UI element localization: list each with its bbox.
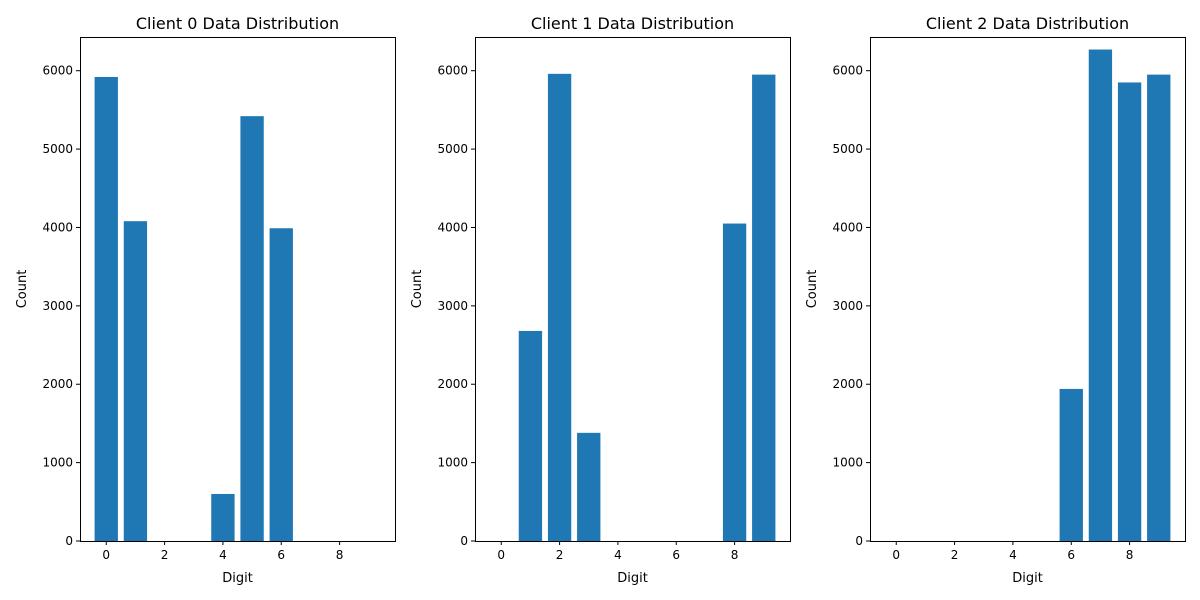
y-tick-label: 6000 xyxy=(832,64,863,78)
y-tick-label: 6000 xyxy=(437,64,468,78)
bar-digit-2 xyxy=(547,73,572,541)
y-tick-label: 4000 xyxy=(832,220,863,234)
y-tick-label: 0 xyxy=(855,534,863,548)
y-axis-label: Count xyxy=(410,270,425,309)
y-tick-label: 1000 xyxy=(832,456,863,470)
chart-title: Client 2 Data Distribution xyxy=(926,14,1129,33)
subplot-client-0: Client 0 Data Distribution Digit Count 0… xyxy=(15,14,396,586)
x-tick-label: 4 xyxy=(1009,548,1017,562)
x-axis-label: Digit xyxy=(222,571,253,586)
subplot-client-1: Client 1 Data Distribution Digit Count 0… xyxy=(410,14,791,586)
y-tick-label: 2000 xyxy=(437,377,468,391)
y-tick-label: 0 xyxy=(65,534,73,548)
x-tick-label: 0 xyxy=(102,548,110,562)
axes-frame xyxy=(80,37,396,542)
bar-digit-0 xyxy=(94,76,118,542)
x-tick-label: 8 xyxy=(1126,548,1134,562)
x-tick-label: 2 xyxy=(951,548,959,562)
y-tick-label: 2000 xyxy=(832,377,863,391)
bar-digit-8 xyxy=(1117,82,1142,541)
y-tick-label: 2000 xyxy=(42,377,73,391)
bar-digit-9 xyxy=(752,74,776,541)
x-axis-label: Digit xyxy=(617,571,648,586)
chart-title: Client 1 Data Distribution xyxy=(531,14,734,33)
x-tick-label: 8 xyxy=(336,548,344,562)
y-tick-label: 1000 xyxy=(437,456,468,470)
bar-digit-6 xyxy=(269,228,293,542)
y-tick-label: 1000 xyxy=(42,456,73,470)
axes-frame xyxy=(475,37,791,542)
y-tick-label: 5000 xyxy=(832,142,863,156)
y-axis-label: Count xyxy=(805,270,820,309)
x-tick-label: 6 xyxy=(277,548,285,562)
x-tick-label: 4 xyxy=(614,548,622,562)
y-tick-label: 3000 xyxy=(42,299,73,313)
bar-digit-5 xyxy=(240,116,264,541)
bar-digit-1 xyxy=(123,221,148,541)
bar-digit-6 xyxy=(1059,388,1083,541)
y-tick-label: 4000 xyxy=(437,220,468,234)
x-tick-label: 8 xyxy=(731,548,739,562)
x-tick-label: 2 xyxy=(556,548,564,562)
y-tick-label: 5000 xyxy=(42,142,73,156)
subplot-client-2: Client 2 Data Distribution Digit Count 0… xyxy=(805,14,1186,586)
y-tick-label: 5000 xyxy=(437,142,468,156)
y-tick-label: 0 xyxy=(460,534,468,548)
bar-digit-1 xyxy=(518,330,543,541)
x-tick-label: 0 xyxy=(892,548,900,562)
y-axis-label: Count xyxy=(15,270,30,309)
y-tick-label: 6000 xyxy=(42,64,73,78)
x-tick-label: 0 xyxy=(497,548,505,562)
bar-digit-9 xyxy=(1147,74,1171,541)
x-tick-label: 6 xyxy=(1067,548,1075,562)
x-axis-label: Digit xyxy=(1012,571,1043,586)
bar-digit-7 xyxy=(1088,49,1113,542)
x-tick-label: 4 xyxy=(219,548,227,562)
bar-digit-8 xyxy=(722,223,747,541)
axes-frame xyxy=(870,37,1186,542)
chart-title: Client 0 Data Distribution xyxy=(136,14,339,33)
x-tick-label: 2 xyxy=(161,548,169,562)
y-tick-label: 3000 xyxy=(437,299,468,313)
bar-digit-3 xyxy=(577,432,601,541)
bar-digit-4 xyxy=(211,493,235,541)
y-tick-label: 4000 xyxy=(42,220,73,234)
y-tick-label: 3000 xyxy=(832,299,863,313)
x-tick-label: 6 xyxy=(672,548,680,562)
